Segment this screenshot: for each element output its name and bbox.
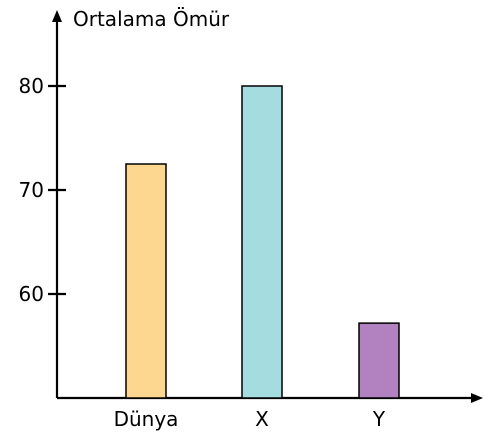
x-axis-arrow (471, 393, 483, 403)
category-label: Dünya (114, 407, 179, 431)
bar-0 (125, 163, 167, 399)
bar-2 (358, 322, 400, 399)
y-tick-label: 80 (19, 74, 44, 98)
y-tick-label: 70 (19, 178, 44, 202)
y-axis-arrow (52, 10, 62, 22)
category-label: X (255, 407, 269, 431)
y-axis-ticks: 60 70 80 (19, 74, 66, 306)
bar-1 (241, 85, 283, 399)
x-axis-categories: Dünya X Y (114, 407, 386, 431)
y-axis-title: Ortalama Ömür (73, 7, 230, 31)
y-tick-label: 60 (19, 282, 44, 306)
category-label: Y (372, 407, 386, 431)
bars (125, 85, 400, 399)
